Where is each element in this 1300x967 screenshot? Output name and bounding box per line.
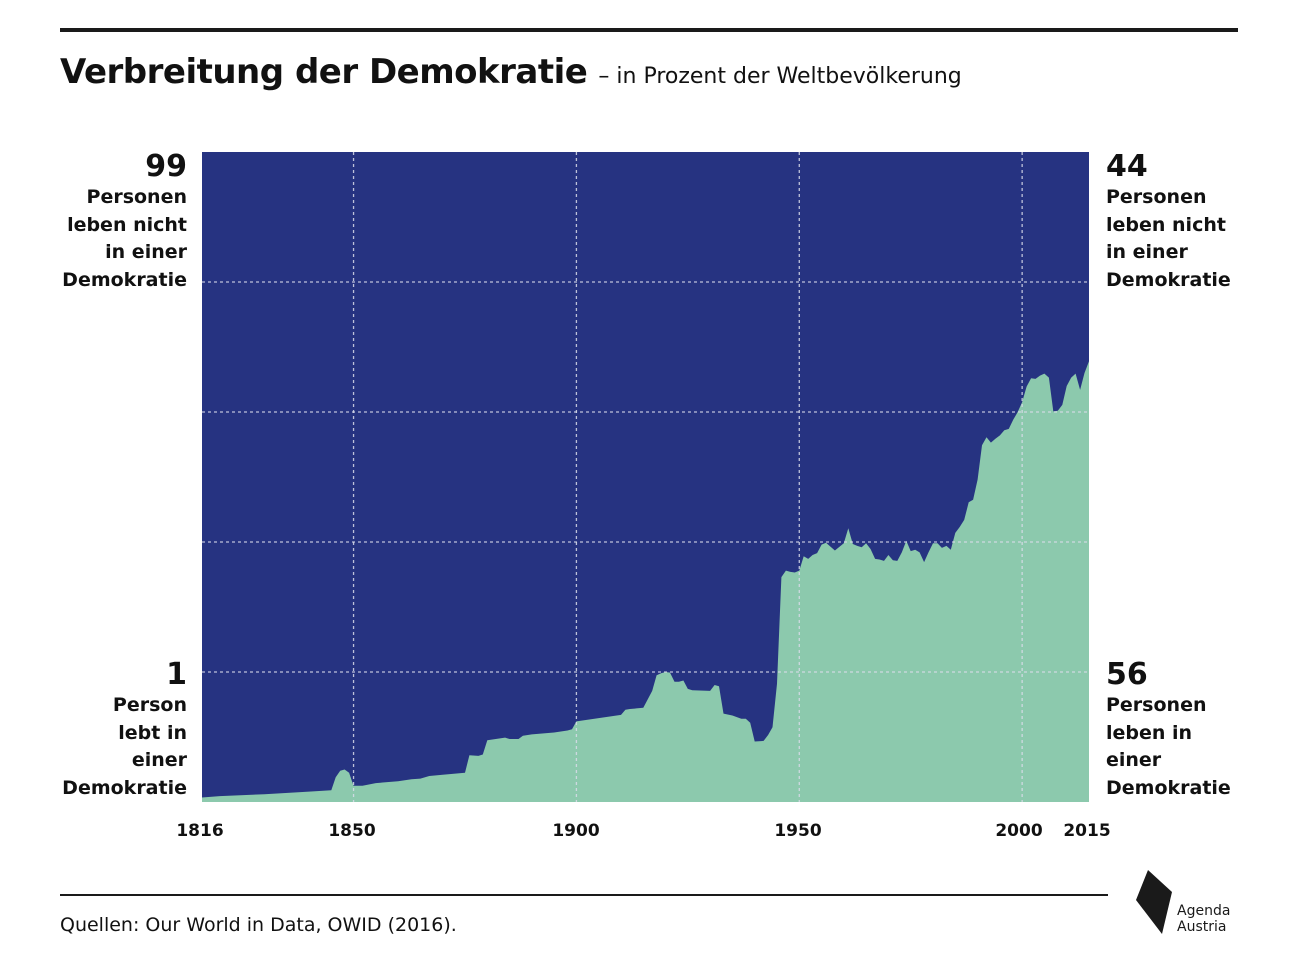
agenda-austria-logo xyxy=(1136,870,1172,934)
logo-text-line1: Agenda xyxy=(1177,903,1231,919)
annotation-bottom-left: 1 Person lebt in einer Demokratie xyxy=(62,658,187,802)
annotation-line: leben nicht xyxy=(67,213,187,236)
annotation-line: leben nicht xyxy=(1106,213,1226,236)
x-tick-label: 1850 xyxy=(328,821,376,841)
annotation-line: Demokratie xyxy=(1106,268,1231,291)
annotation-bottom-left-number: 1 xyxy=(166,657,187,692)
bottom-rule xyxy=(60,894,1108,896)
annotation-line: einer xyxy=(1106,749,1162,771)
annotation-line: Demokratie xyxy=(62,268,187,291)
x-tick-label: 2015 xyxy=(1063,821,1111,841)
annotation-line: Personen xyxy=(86,186,187,208)
x-tick-label: 1816 xyxy=(176,821,224,841)
annotation-line: lebt in xyxy=(118,721,187,744)
x-tick-label: 1900 xyxy=(552,821,600,841)
annotation-line: in einer xyxy=(1106,241,1188,263)
annotation-line: Demokratie xyxy=(1106,776,1231,799)
annotation-bottom-right-number: 56 xyxy=(1106,657,1148,692)
democracy-area xyxy=(202,361,1089,802)
top-rule xyxy=(60,28,1238,32)
source-note: Quellen: Our World in Data, OWID (2016). xyxy=(60,914,457,936)
annotation-line: leben in xyxy=(1106,721,1193,744)
annotation-top-left-number: 99 xyxy=(145,149,187,184)
annotation-line: Person xyxy=(112,694,187,716)
annotation-line: einer xyxy=(131,749,187,771)
annotation-bottom-right: 56 Personen leben in einer Demokratie xyxy=(1106,658,1231,802)
annotation-top-left: 99 Personen leben nicht in einer Demokra… xyxy=(62,150,187,294)
annotation-top-right-number: 44 xyxy=(1106,149,1148,184)
chart-subtitle: – in Prozent der Weltbevölkerung xyxy=(598,64,962,89)
annotation-line: in einer xyxy=(105,241,187,263)
logo-mark-icon xyxy=(1136,870,1172,934)
x-tick-label: 2000 xyxy=(995,821,1043,841)
logo-text-line2: Austria xyxy=(1177,919,1227,935)
grid-overlay xyxy=(202,152,1089,802)
x-tick-label: 1950 xyxy=(774,821,822,841)
annotation-line: Personen xyxy=(1106,186,1207,208)
chart-title: Verbreitung der Demokratie xyxy=(60,52,588,92)
annotation-top-right: 44 Personen leben nicht in einer Demokra… xyxy=(1106,150,1231,294)
annotation-line: Personen xyxy=(1106,694,1207,716)
annotation-line: Demokratie xyxy=(62,776,187,799)
chart-title-block: Verbreitung der Demokratie – in Prozent … xyxy=(60,52,962,92)
